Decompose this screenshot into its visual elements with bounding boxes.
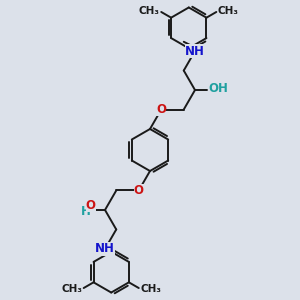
Text: O: O bbox=[156, 103, 166, 116]
Text: CH₃: CH₃ bbox=[218, 6, 239, 16]
Text: O: O bbox=[134, 184, 144, 197]
Text: NH: NH bbox=[185, 45, 205, 58]
Text: H: H bbox=[81, 205, 91, 218]
Text: NH: NH bbox=[95, 242, 115, 255]
Text: OH: OH bbox=[209, 82, 229, 95]
Text: CH₃: CH₃ bbox=[61, 284, 82, 294]
Text: O: O bbox=[85, 199, 96, 212]
Text: CH₃: CH₃ bbox=[139, 6, 160, 16]
Text: CH₃: CH₃ bbox=[140, 284, 161, 294]
